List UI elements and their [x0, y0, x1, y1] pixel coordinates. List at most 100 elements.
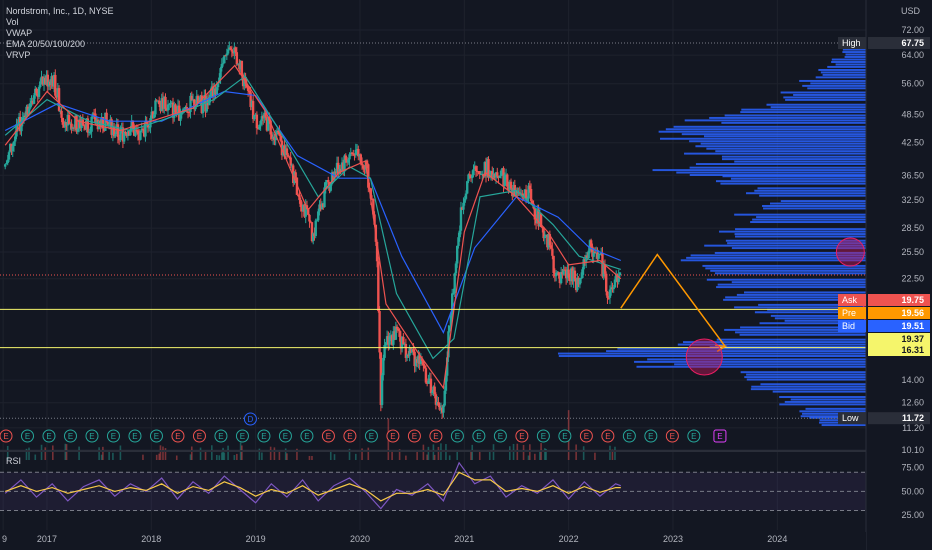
rsi-label[interactable]: RSI	[6, 456, 22, 466]
earnings-marker[interactable]	[644, 429, 658, 443]
earnings-marker[interactable]	[257, 429, 271, 443]
legend-vol[interactable]: Vol	[6, 17, 19, 27]
earnings-marker[interactable]	[20, 429, 34, 443]
candle-body	[387, 336, 390, 345]
earnings-marker[interactable]	[128, 429, 142, 443]
earnings-marker[interactable]	[601, 429, 615, 443]
price-axis[interactable]	[866, 0, 932, 550]
earnings-marker[interactable]	[321, 429, 335, 443]
candle-body	[598, 253, 602, 255]
earnings-marker[interactable]	[687, 429, 701, 443]
earnings-marker-label: E	[154, 432, 159, 441]
candle-body	[504, 174, 508, 176]
candle-body	[233, 47, 236, 54]
price-tag[interactable]	[868, 37, 930, 50]
candle-body	[399, 336, 403, 349]
candle-body	[430, 392, 434, 394]
earnings-marker[interactable]	[364, 429, 378, 443]
candle-body	[281, 145, 285, 156]
price-tag[interactable]	[868, 307, 930, 319]
earnings-marker[interactable]	[558, 429, 572, 443]
candle-body	[496, 172, 499, 176]
candle-body	[161, 98, 165, 109]
price-tag[interactable]	[868, 412, 930, 425]
highlight-circle[interactable]	[835, 237, 865, 267]
candle-body	[176, 105, 180, 113]
candle-body	[345, 160, 349, 163]
candle-body	[54, 74, 57, 96]
candle-body	[405, 354, 409, 358]
earnings-marker[interactable]	[85, 429, 99, 443]
price-tag[interactable]	[868, 344, 930, 356]
earnings-marker[interactable]	[149, 429, 163, 443]
earnings-marker[interactable]	[579, 429, 593, 443]
vrvp-bar	[763, 207, 866, 210]
volume-bar	[508, 446, 511, 460]
projection-arrow[interactable]	[620, 253, 726, 347]
price-tag-name: Low	[842, 413, 859, 423]
time-tick-label: 2020	[350, 534, 370, 544]
earnings-marker-label: E	[111, 432, 116, 441]
rsi-ma-line	[4, 471, 621, 502]
future-earnings-marker[interactable]	[713, 429, 727, 443]
highlight-circle[interactable]	[685, 338, 723, 376]
volume-bar	[391, 450, 393, 460]
dividend-marker[interactable]	[243, 412, 257, 426]
earnings-marker[interactable]	[536, 429, 550, 443]
volume-bar	[529, 444, 531, 460]
candle-body	[51, 76, 54, 87]
earnings-marker[interactable]	[622, 429, 636, 443]
vrvp-bar	[760, 383, 866, 386]
earnings-marker[interactable]	[235, 429, 249, 443]
price-tick-label: 42.50	[901, 138, 924, 148]
earnings-marker[interactable]	[343, 429, 357, 443]
earnings-marker[interactable]	[0, 429, 13, 443]
earnings-marker[interactable]	[472, 429, 486, 443]
earnings-marker[interactable]	[106, 429, 120, 443]
candle-body	[195, 96, 198, 107]
price-tag-value: 16.31	[901, 345, 924, 355]
earnings-marker[interactable]	[171, 429, 185, 443]
volume-bar	[261, 452, 263, 460]
earnings-marker[interactable]	[515, 429, 529, 443]
volume-bar	[40, 444, 43, 460]
earnings-marker[interactable]	[665, 429, 679, 443]
legend-ema[interactable]: EMA 20/50/100/200	[6, 39, 86, 49]
legend-vwap[interactable]: VWAP	[6, 28, 33, 38]
volume-bar	[333, 454, 336, 460]
candle-body	[225, 53, 229, 56]
volume-bar	[329, 450, 332, 460]
vrvp-bar	[783, 96, 866, 99]
earnings-marker[interactable]	[429, 429, 443, 443]
earnings-marker[interactable]	[214, 429, 228, 443]
price-tag[interactable]	[868, 333, 930, 345]
earnings-marker[interactable]	[278, 429, 292, 443]
vrvp-bar	[800, 415, 866, 418]
candle-body	[342, 162, 345, 170]
earnings-marker[interactable]	[63, 429, 77, 443]
earnings-marker[interactable]	[192, 429, 206, 443]
candle-body	[338, 168, 341, 175]
legend-vrvp[interactable]: VRVP	[6, 50, 31, 60]
earnings-marker[interactable]	[450, 429, 464, 443]
earnings-marker-label: E	[412, 432, 417, 441]
price-tag[interactable]	[868, 294, 930, 306]
earnings-marker[interactable]	[407, 429, 421, 443]
earnings-marker[interactable]	[493, 429, 507, 443]
volume-bar	[308, 455, 311, 460]
symbol-title[interactable]: Nordstrom, Inc., 1D, NYSE	[6, 6, 114, 16]
earnings-marker[interactable]	[300, 429, 314, 443]
candle-body	[86, 118, 90, 133]
earnings-marker[interactable]	[386, 429, 400, 443]
candle-body	[107, 124, 111, 126]
candle-body	[224, 55, 227, 57]
vrvp-bar	[821, 424, 866, 427]
price-tag[interactable]	[868, 320, 930, 332]
candle-body	[347, 159, 350, 163]
candle-body	[514, 190, 518, 197]
earnings-marker[interactable]	[42, 429, 56, 443]
candle-body	[527, 185, 530, 199]
chart-legend: Nordstrom, Inc., 1D, NYSE Vol VWAP EMA 2…	[6, 6, 114, 61]
time-axis[interactable]	[0, 532, 866, 550]
